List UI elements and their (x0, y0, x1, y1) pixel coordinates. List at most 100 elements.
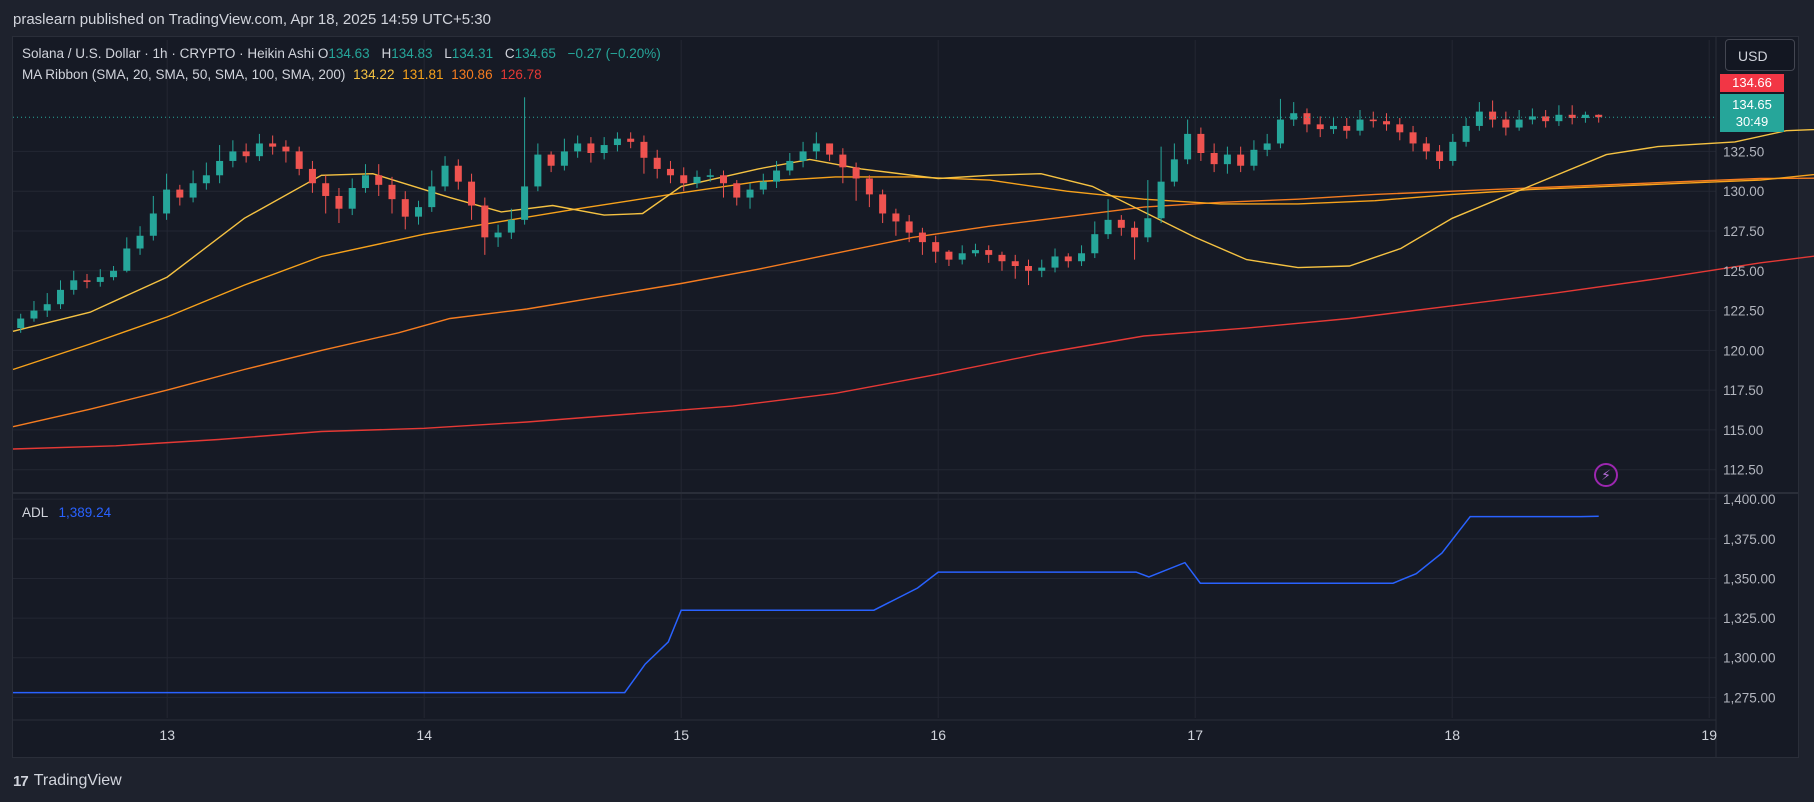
price-tick-label: 120.00 (1723, 343, 1764, 358)
candle-body (43, 304, 51, 311)
candle (759, 173, 767, 195)
symbol-title[interactable]: Solana / U.S. Dollar · 1h · CRYPTO · Hei… (22, 46, 315, 61)
candle-body (733, 183, 741, 198)
ma20-value: 134.22 (353, 67, 395, 82)
price-tick-label: 117.50 (1723, 383, 1763, 398)
candle (879, 189, 887, 224)
candle (1462, 117, 1470, 147)
candle (1329, 117, 1337, 134)
candle-body (375, 175, 383, 185)
candle (428, 170, 436, 212)
candle-body (1131, 227, 1139, 238)
candle (1369, 111, 1377, 128)
candle-body (468, 181, 476, 206)
candle (971, 243, 979, 257)
ma-line-sma-20 (12, 128, 1814, 332)
ma-line-sma-200 (12, 255, 1814, 450)
candle (1117, 215, 1125, 236)
candle (600, 137, 608, 160)
candle-body (1303, 113, 1311, 125)
candle-body (1144, 218, 1152, 238)
candle (441, 156, 449, 192)
candle (1223, 146, 1231, 174)
candle (945, 250, 953, 266)
ohlc-close-label: C (504, 46, 515, 61)
candle-body (1369, 119, 1377, 122)
candle (653, 149, 661, 179)
candle (1144, 180, 1152, 243)
candle-body (56, 289, 64, 305)
chart-frame[interactable] (12, 36, 1799, 758)
candle (255, 133, 263, 161)
candle-body (308, 168, 316, 184)
candle (96, 269, 104, 287)
candle-body (1383, 121, 1391, 125)
ohlc-close-value: 134.65 (514, 46, 556, 61)
adl-title[interactable]: ADL (22, 505, 48, 520)
publisher-text: praslearn published on TradingView.com, … (13, 11, 491, 28)
price-tick-label: 132.50 (1723, 144, 1764, 159)
candle-body (163, 189, 171, 214)
candle-body (202, 175, 210, 184)
candle (865, 175, 873, 208)
candle (454, 159, 462, 190)
candle (282, 140, 290, 163)
candle-body (1091, 234, 1099, 254)
candle-body (1396, 124, 1404, 133)
candle-body (918, 232, 926, 243)
candle-body (1011, 261, 1019, 266)
candle-body (786, 160, 794, 171)
adl-legend[interactable]: ADL 1,389.24 (22, 505, 111, 520)
candle (216, 145, 224, 184)
candle (1568, 105, 1576, 125)
candle (1237, 146, 1245, 173)
candle (773, 160, 781, 189)
candle-body (1064, 256, 1072, 262)
candle-body (255, 143, 263, 157)
candle (587, 137, 595, 163)
candle-body (1595, 114, 1603, 118)
candle-body (1343, 125, 1351, 131)
candle-body (1409, 132, 1417, 144)
price-tick-label: 127.50 (1723, 224, 1764, 239)
candle (918, 227, 926, 255)
symbol-legend[interactable]: Solana / U.S. Dollar · 1h · CRYPTO · Hei… (22, 46, 661, 61)
candle-body (1038, 267, 1046, 271)
candle-body (1568, 114, 1576, 118)
candle (229, 140, 237, 168)
candle-body (1555, 114, 1563, 122)
candle (1263, 133, 1271, 157)
tradingview-logo[interactable]: 17 TradingView (13, 772, 122, 790)
candle (534, 143, 542, 192)
candle (1383, 113, 1391, 131)
candle (1515, 110, 1523, 131)
lightning-alert-icon[interactable]: ⚡ (1594, 463, 1618, 487)
candle-body (361, 175, 369, 189)
candle-body (1051, 256, 1059, 268)
candle-body (494, 232, 502, 238)
ma-ribbon-legend[interactable]: MA Ribbon (SMA, 20, SMA, 50, SMA, 100, S… (22, 67, 542, 82)
candle (1528, 108, 1536, 125)
candle (322, 175, 330, 214)
candle-body (1117, 219, 1125, 228)
candle (680, 167, 688, 192)
candle-body (1223, 154, 1231, 165)
candle-body (96, 277, 104, 282)
candle (1250, 140, 1258, 171)
candle (388, 176, 396, 214)
ohlc-open-label: O (317, 46, 329, 61)
candle (799, 141, 807, 168)
candle-body (1528, 116, 1536, 120)
ma-ribbon-title[interactable]: MA Ribbon (SMA, 20, SMA, 50, SMA, 100, S… (22, 67, 346, 82)
currency-button[interactable]: USD (1725, 39, 1795, 71)
candle-body (1515, 119, 1523, 128)
candle (720, 170, 728, 198)
candle-body (1449, 141, 1457, 161)
candle (348, 178, 356, 216)
candle (136, 226, 144, 255)
candle-body (627, 138, 635, 142)
candle (998, 251, 1006, 271)
candle (666, 160, 674, 184)
candle-body (136, 235, 144, 249)
